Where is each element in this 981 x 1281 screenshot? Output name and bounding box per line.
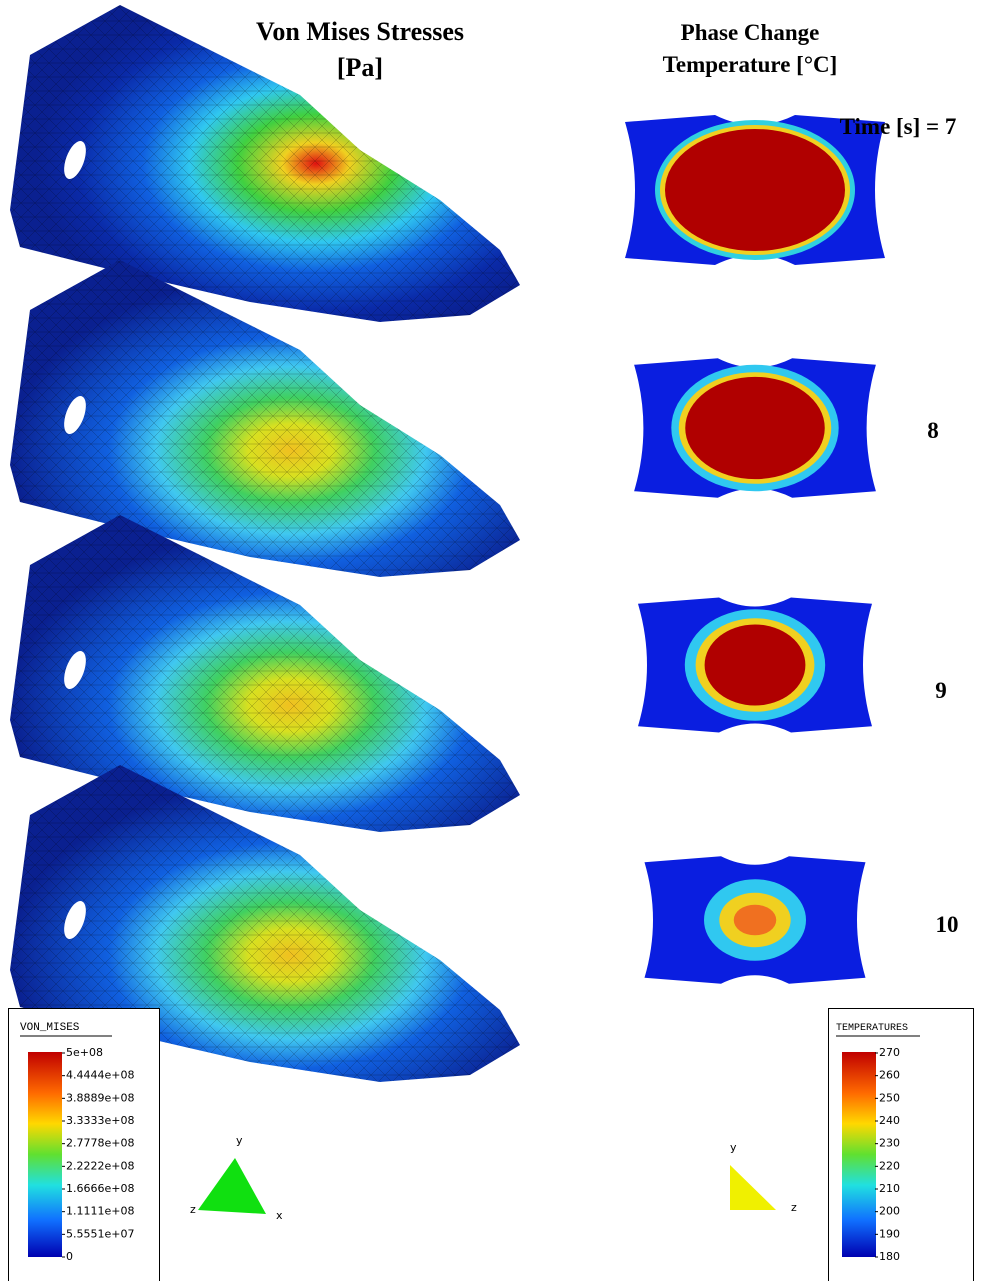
plate — [644, 856, 866, 984]
legend-label: 180 — [879, 1250, 900, 1263]
legend-label: 5e+08 — [66, 1046, 103, 1059]
tooth — [10, 765, 520, 1082]
tooth — [10, 260, 520, 577]
plate — [638, 597, 872, 733]
time-label: 9 — [935, 678, 947, 703]
legend-label: 0 — [66, 1250, 73, 1263]
tooth — [10, 515, 520, 832]
axis-label: z — [190, 1203, 196, 1216]
legend-label: 1.1111e+08 — [66, 1205, 134, 1218]
time-label: 10 — [936, 912, 959, 937]
axis-label: x — [276, 1209, 283, 1222]
axis-triad: y z x y z — [190, 1134, 797, 1222]
legend-label: 210 — [879, 1182, 900, 1195]
legend-label: 3.8889e+08 — [66, 1091, 134, 1104]
legend-label: 3.3333e+08 — [66, 1114, 134, 1127]
temperature-panels — [625, 115, 885, 984]
legend-label: 5.5551e+07 — [66, 1227, 134, 1240]
plate — [634, 358, 876, 498]
legend-title: TEMPERATURES — [836, 1023, 908, 1034]
legend-label: 260 — [879, 1069, 900, 1082]
legend-label: 270 — [879, 1046, 900, 1059]
legend-label: 220 — [879, 1159, 900, 1172]
time-label: 8 — [927, 418, 939, 443]
time-label: Time [s] = 7 — [840, 114, 957, 139]
axis-label: y — [730, 1141, 737, 1154]
legend-label: 4.4444e+08 — [66, 1069, 134, 1082]
tooth — [10, 5, 520, 322]
legend-label: 190 — [879, 1227, 900, 1240]
legend-label: 2.2222e+08 — [66, 1159, 134, 1172]
title: Temperature [°C] — [663, 52, 838, 77]
axis-label: y — [236, 1134, 243, 1147]
legend-stress: VON_MISES — [8, 1008, 160, 1281]
legend-label: 1.6666e+08 — [66, 1182, 134, 1195]
stress-panels — [10, 5, 520, 1082]
title: Von Mises Stresses — [256, 17, 464, 46]
legend-label: 2.7778e+08 — [66, 1137, 134, 1150]
legend-label: 230 — [879, 1137, 900, 1150]
legend-label: 200 — [879, 1205, 900, 1218]
legend-label: 240 — [879, 1114, 900, 1127]
plate — [625, 115, 885, 265]
axis-label: z — [791, 1201, 797, 1214]
title: Phase Change — [681, 20, 820, 45]
title: [Pa] — [337, 53, 383, 82]
legend-temperature: TEMPERATURES — [828, 1008, 974, 1281]
legend-label: 250 — [879, 1091, 900, 1104]
legend-title: VON_MISES — [20, 1022, 80, 1034]
